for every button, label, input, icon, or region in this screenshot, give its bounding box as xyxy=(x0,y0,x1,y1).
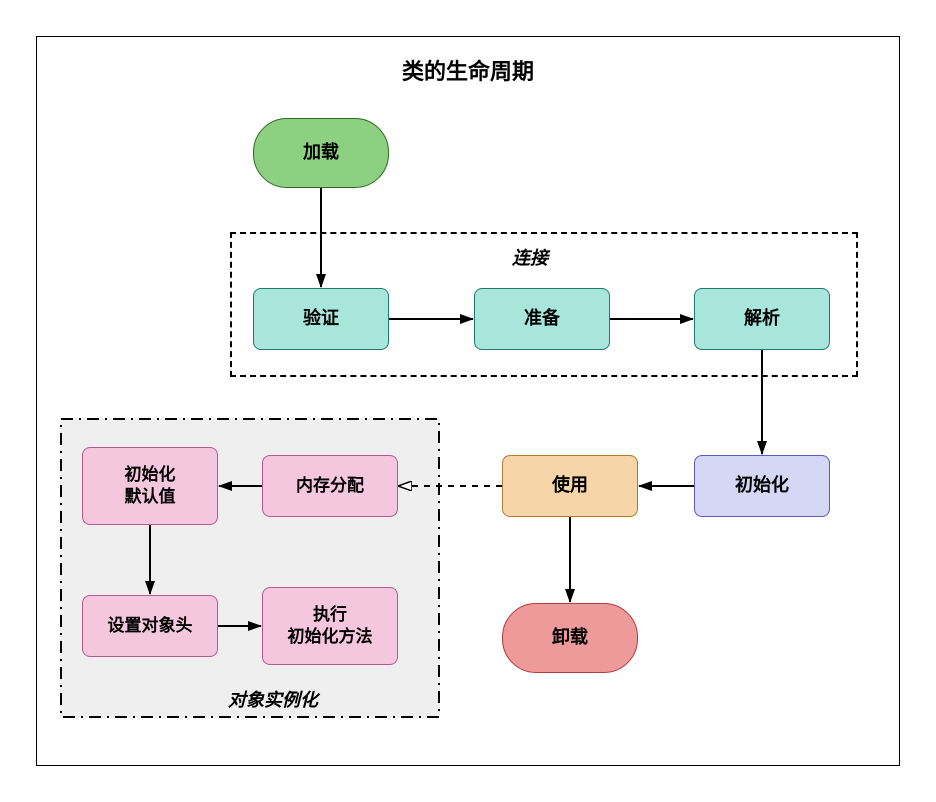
node-initdef: 初始化 默认值 xyxy=(82,447,218,525)
node-verify: 验证 xyxy=(253,288,389,350)
node-resolve: 解析 xyxy=(694,288,830,350)
diagram-canvas: 类的生命周期连接对象实例化 加载验证 准备 解析初始化使用卸载 内存分配初始化 默认值设… xyxy=(0,0,936,802)
diagram-title: 类的生命周期 xyxy=(36,54,900,86)
node-load: 加载 xyxy=(253,118,389,188)
node-sethdr: 设置对象头 xyxy=(82,595,218,657)
group-label-link: 连接 xyxy=(512,244,548,270)
node-unload: 卸载 xyxy=(502,603,638,673)
node-execinit: 执行 初始化方法 xyxy=(262,587,398,665)
node-init: 初始化 xyxy=(694,455,830,517)
node-prepare: 准备 xyxy=(474,288,610,350)
group-label-inst: 对象实例化 xyxy=(228,686,318,712)
node-use: 使用 xyxy=(502,455,638,517)
node-memalloc: 内存分配 xyxy=(262,455,398,517)
